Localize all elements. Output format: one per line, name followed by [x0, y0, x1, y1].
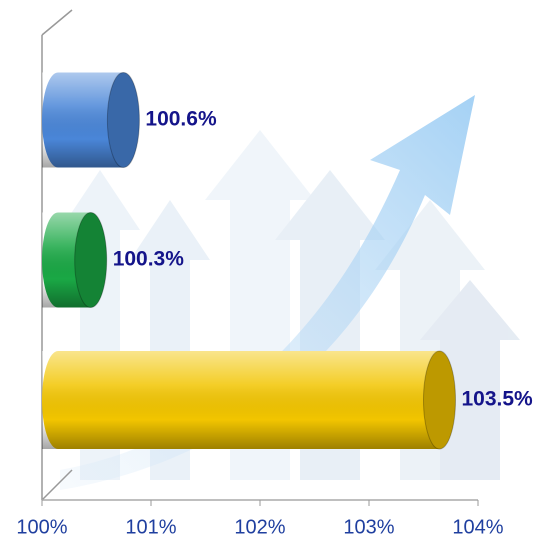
x-tick-label: 103% — [343, 516, 394, 538]
value-label: 100.6% — [145, 108, 217, 131]
trend-arrow — [60, 95, 475, 490]
bar-cap-shade — [107, 72, 140, 168]
bar-cap-shade — [423, 351, 456, 449]
bar-cap — [106, 72, 140, 168]
x-tick-label: 100% — [16, 516, 67, 538]
plot-area: 100% 101% 102% 103% 104% 100.6% 100.3% 103.5% — [16, 72, 534, 538]
bar-cap-shade — [74, 212, 107, 308]
x-tick-label: 104% — [452, 516, 503, 538]
x-tick-label: 102% — [234, 516, 285, 538]
bar-cap — [74, 212, 108, 308]
value-label: 100.3% — [113, 248, 185, 271]
bar-cap — [423, 350, 456, 450]
x-tick-label: 101% — [125, 516, 176, 538]
value-label: 103.5% — [462, 388, 534, 411]
bar-shade — [42, 351, 440, 449]
